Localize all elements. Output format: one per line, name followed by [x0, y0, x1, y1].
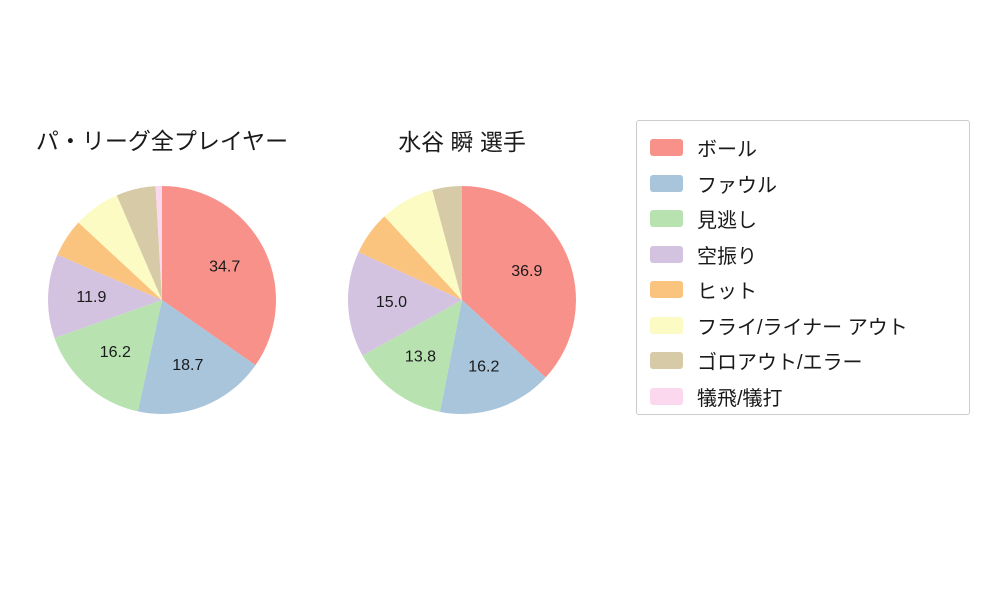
pie-slice-4 [358, 216, 462, 300]
legend-label: 空振り [697, 245, 757, 268]
pie-slice-value-label: 36.9 [511, 263, 542, 280]
legend-item-5: フライ/ライナー アウト [650, 308, 969, 344]
pie-slice-0 [462, 186, 576, 378]
legend-label: フライ/ライナー アウト [697, 316, 908, 339]
legend-swatch [650, 245, 683, 263]
legend-label: ゴロアウト/エラー [697, 352, 863, 375]
legend-label: ファウル [697, 174, 777, 197]
legend-swatch [650, 174, 683, 192]
pie-slice-value-label: 34.7 [209, 259, 240, 276]
pie-slice-5 [384, 189, 462, 300]
legend-label: ボール [697, 139, 757, 162]
pie-title-league: パ・リーグ全プレイヤー [35, 128, 289, 154]
pie-slice-3 [48, 254, 162, 338]
pie-slice-0 [162, 186, 276, 366]
legend-item-7: 犠飛/犠打 [650, 379, 969, 415]
pie-slice-value-label: 15.0 [376, 294, 407, 311]
legend-swatch [650, 316, 683, 334]
pie-slice-6 [432, 186, 462, 300]
pie-chart-player: 36.9 16.2 13.8 15.0 [348, 186, 576, 414]
pie-slice-4 [57, 222, 162, 300]
pie-chart-league: 34.7 18.7 16.2 11.9 [48, 186, 276, 415]
legend-swatch [650, 352, 683, 370]
legend-label: 犠飛/犠打 [697, 387, 783, 410]
legend-label: 見逃し [697, 210, 757, 233]
legend-swatch [650, 210, 683, 228]
pie-slice-2 [54, 300, 162, 412]
legend-item-0: ボール [650, 130, 969, 166]
pie-slice-1 [137, 300, 256, 415]
pie-slice-value-label: 18.7 [172, 357, 203, 374]
legend-swatch [650, 139, 683, 157]
pie-slice-value-label: 16.2 [468, 358, 499, 375]
legend-swatch [650, 281, 683, 299]
legend-item-4: ヒット [650, 272, 969, 308]
pie-slice-value-label: 13.8 [405, 348, 436, 365]
legend: ボールファウル見逃し空振りヒットフライ/ライナー アウト ゴロアウト/エラー 犠飛/… [636, 120, 970, 415]
pie-slice-1 [439, 300, 546, 414]
legend-item-1: ファウル [650, 166, 969, 202]
legend-item-2: 見逃し [650, 201, 969, 237]
pie-slice-5 [78, 195, 162, 300]
legend-swatch [650, 387, 683, 405]
pie-slice-7 [155, 186, 162, 300]
legend-label: ヒット [697, 281, 757, 304]
legend-item-3: 空振り [650, 237, 969, 273]
legend-item-6: ゴロアウト/エラー [650, 343, 969, 379]
pie-slice-value-label: 16.2 [100, 344, 131, 361]
pie-slice-3 [348, 252, 462, 356]
pie-slice-6 [116, 186, 162, 300]
pie-slice-value-label: 11.9 [76, 289, 106, 306]
pie-slice-2 [362, 300, 462, 412]
pie-title-player: 水谷 瞬 選手 [398, 129, 526, 155]
